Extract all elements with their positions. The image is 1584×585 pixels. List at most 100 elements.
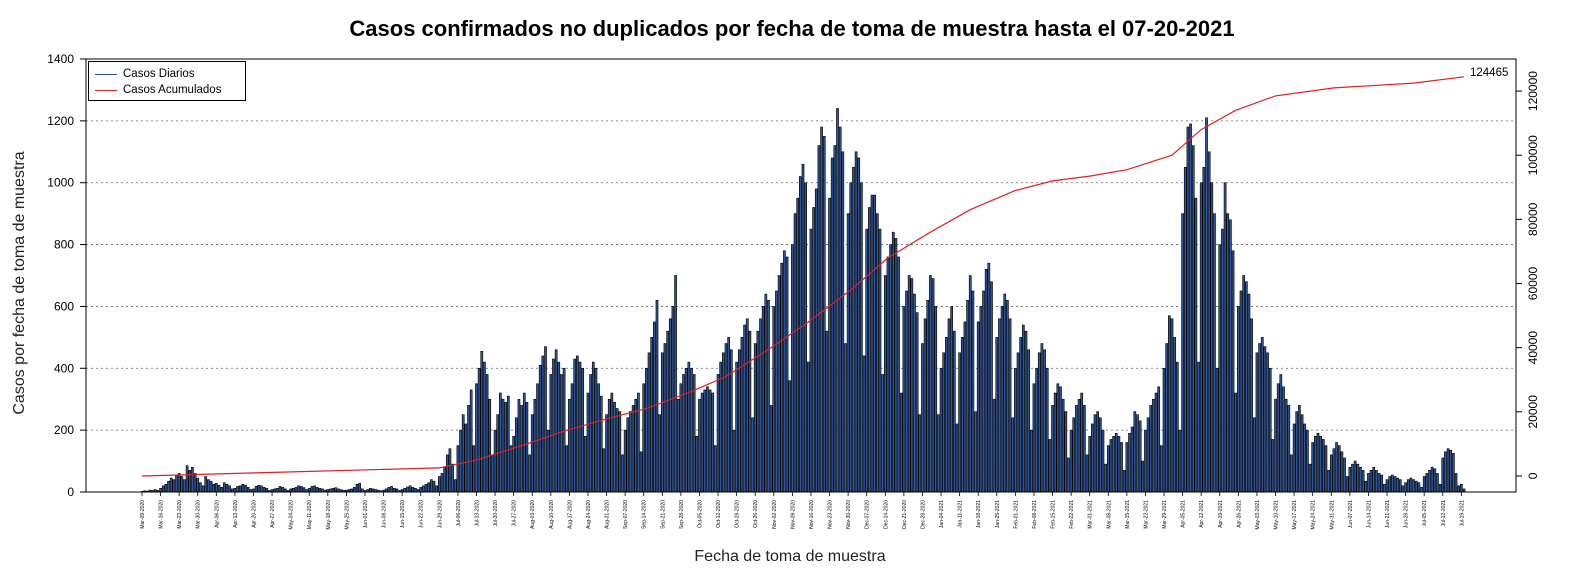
daily-cases-bar: [602, 448, 606, 493]
daily-cases-bar: [1260, 337, 1264, 493]
daily-cases-bar: [639, 451, 643, 493]
daily-cases-bar: [1064, 411, 1068, 493]
x-tick-label: Jun-29-2020: [437, 500, 443, 528]
daily-cases-bar: [1027, 349, 1030, 493]
daily-cases-bar: [392, 487, 396, 493]
daily-cases-bar: [214, 483, 218, 493]
daily-cases-bar: [528, 454, 531, 493]
daily-cases-bar: [1385, 479, 1389, 493]
daily-cases-bar: [1125, 442, 1129, 493]
daily-cases-bar: [947, 318, 951, 493]
daily-cases-bar: [196, 477, 200, 493]
daily-cases-bar: [1072, 417, 1076, 493]
daily-cases-bar: [857, 157, 861, 493]
daily-cases-bar: [1300, 414, 1304, 493]
daily-cases-bar: [1160, 445, 1163, 493]
x-tick-label: Sep-28-2020: [679, 500, 685, 529]
daily-cases-bar: [390, 486, 393, 493]
x-tick-label: May-17-2021: [1292, 500, 1298, 530]
daily-cases-bar: [759, 318, 762, 493]
daily-cases-bar: [488, 398, 492, 493]
x-tick-label: Jun-14-2021: [1366, 500, 1372, 528]
daily-cases-bar: [509, 445, 513, 493]
daily-cases-bar: [955, 423, 959, 493]
daily-cases-bar: [1409, 477, 1413, 493]
daily-cases-bar: [862, 355, 866, 493]
daily-cases-bar: [193, 473, 197, 493]
daily-cases-bar: [1059, 386, 1062, 493]
daily-cases-bar: [979, 306, 983, 493]
daily-cases-bar: [905, 290, 908, 493]
daily-cases-bar: [472, 445, 476, 493]
daily-cases-bar: [650, 337, 654, 493]
daily-cases-bar: [262, 487, 266, 493]
daily-cases-bar: [453, 479, 457, 493]
daily-cases-bar: [355, 483, 359, 493]
daily-cases-bar: [1029, 429, 1033, 493]
daily-cases-bar: [1239, 290, 1243, 493]
x-tick-label: Apr-19-2021: [1218, 500, 1224, 528]
daily-cases-bar: [727, 337, 731, 493]
daily-cases-bar: [812, 207, 815, 493]
daily-cases-bar: [1109, 439, 1113, 493]
y2-tick-label: 120000: [1526, 71, 1540, 111]
legend-item-daily: Casos Diarios: [95, 67, 195, 81]
daily-cases-bar: [833, 145, 837, 493]
daily-cases-bar: [637, 392, 640, 493]
daily-cases-bar: [1364, 480, 1368, 493]
x-tick-label: Jul-19-2021: [1459, 500, 1465, 527]
y-tick-label: 800: [54, 238, 74, 252]
daily-cases-bar: [1149, 405, 1153, 493]
daily-cases-bar: [1414, 480, 1418, 493]
x-tick-label: Feb-22-2021: [1069, 500, 1075, 529]
y-tick-label: 0: [67, 485, 74, 499]
daily-cases-bar: [1401, 485, 1405, 493]
daily-cases-bar: [307, 487, 311, 493]
daily-cases-bar: [1088, 436, 1092, 493]
daily-cases-bar: [188, 470, 192, 493]
daily-cases-bar: [860, 182, 863, 493]
daily-cases-bar: [1120, 442, 1123, 493]
y-tick-label: 1000: [47, 176, 74, 190]
daily-cases-bar: [448, 448, 452, 493]
daily-cases-bar: [1441, 457, 1445, 493]
x-tick-label: Oct-19-2020: [735, 500, 741, 528]
daily-cases-bar: [629, 411, 632, 493]
daily-cases-bar: [565, 445, 569, 493]
daily-cases-bar: [161, 485, 165, 493]
daily-cases-bar: [631, 405, 635, 493]
x-tick-label: Mar-23-2020: [177, 500, 183, 529]
daily-cases-bar: [480, 350, 484, 493]
daily-cases-bar: [1043, 349, 1046, 493]
daily-cases-bar: [1181, 213, 1184, 493]
daily-cases-bar: [974, 411, 977, 493]
daily-cases-bar: [1101, 429, 1105, 493]
x-tick-label: Mar-01-2021: [1088, 500, 1094, 529]
y-tick-label: 1200: [47, 114, 74, 128]
daily-cases-bar: [849, 182, 853, 493]
daily-cases-bar: [939, 367, 943, 493]
daily-cases-bar: [1279, 374, 1283, 493]
daily-cases-bar: [1444, 451, 1447, 493]
x-tick-label: Sep-21-2020: [660, 500, 666, 529]
daily-cases-bar: [982, 290, 985, 493]
daily-cases-bar: [714, 445, 717, 493]
daily-cases-bar: [796, 197, 800, 493]
daily-cases-bar: [1117, 436, 1121, 493]
daily-cases-bar: [767, 299, 770, 493]
daily-cases-bar: [1282, 386, 1285, 493]
x-tick-label: Dec-28-2020: [920, 500, 926, 529]
daily-cases-bar: [615, 408, 619, 493]
axes: 0 200 400 600 800 1000 1200 1400 0 20000 40000 6000…: [47, 52, 1540, 529]
daily-cases-bar: [793, 213, 797, 493]
daily-cases-bar: [445, 454, 449, 493]
daily-cases-bar: [1130, 426, 1134, 493]
x-tick-label: May-18-2020: [326, 500, 332, 530]
x-tick-label: Jul-05-2021: [1422, 500, 1428, 527]
daily-cases-bar: [1152, 398, 1155, 493]
daily-cases-bar: [1024, 330, 1028, 493]
x-tick-label: Apr-27-2020: [270, 500, 276, 528]
daily-cases-bar: [1252, 417, 1256, 493]
daily-cases-bar: [1053, 392, 1057, 493]
daily-cases-bar: [204, 476, 208, 493]
